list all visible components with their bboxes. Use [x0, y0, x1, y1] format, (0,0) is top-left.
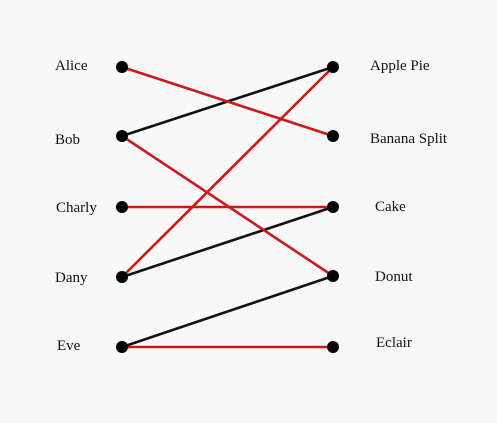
- left-node-label-dany: Dany: [55, 270, 88, 286]
- left-node-dot-eve: [116, 341, 128, 353]
- edges-layer: [120, 65, 335, 349]
- left-node-dot-dany: [116, 271, 128, 283]
- right-node-dot-cake: [327, 201, 339, 213]
- edge-eve-to-donut: [120, 274, 335, 349]
- left-node-dot-bob: [116, 130, 128, 142]
- right-node-label-apple-pie: Apple Pie: [370, 58, 430, 74]
- left-node-label-eve: Eve: [57, 338, 81, 354]
- right-node-dot-apple-pie: [327, 61, 339, 73]
- edge-dany-to-apple-pie: [120, 65, 335, 279]
- left-node-dot-charly: [116, 201, 128, 213]
- nodes-layer: [116, 61, 339, 353]
- right-node-dot-eclair: [327, 341, 339, 353]
- right-node-label-banana-split: Banana Split: [370, 131, 448, 147]
- right-node-dot-banana-split: [327, 130, 339, 142]
- left-node-label-bob: Bob: [55, 132, 81, 148]
- right-node-label-donut: Donut: [375, 269, 413, 285]
- left-node-dot-alice: [116, 61, 128, 73]
- edge-alice-to-banana-split: [120, 65, 335, 138]
- right-node-label-cake: Cake: [375, 199, 406, 215]
- left-node-label-alice: Alice: [55, 58, 88, 74]
- right-node-label-eclair: Eclair: [376, 335, 412, 351]
- left-node-label-charly: Charly: [56, 200, 97, 216]
- edge-dany-to-cake: [120, 205, 335, 279]
- right-node-dot-donut: [327, 270, 339, 282]
